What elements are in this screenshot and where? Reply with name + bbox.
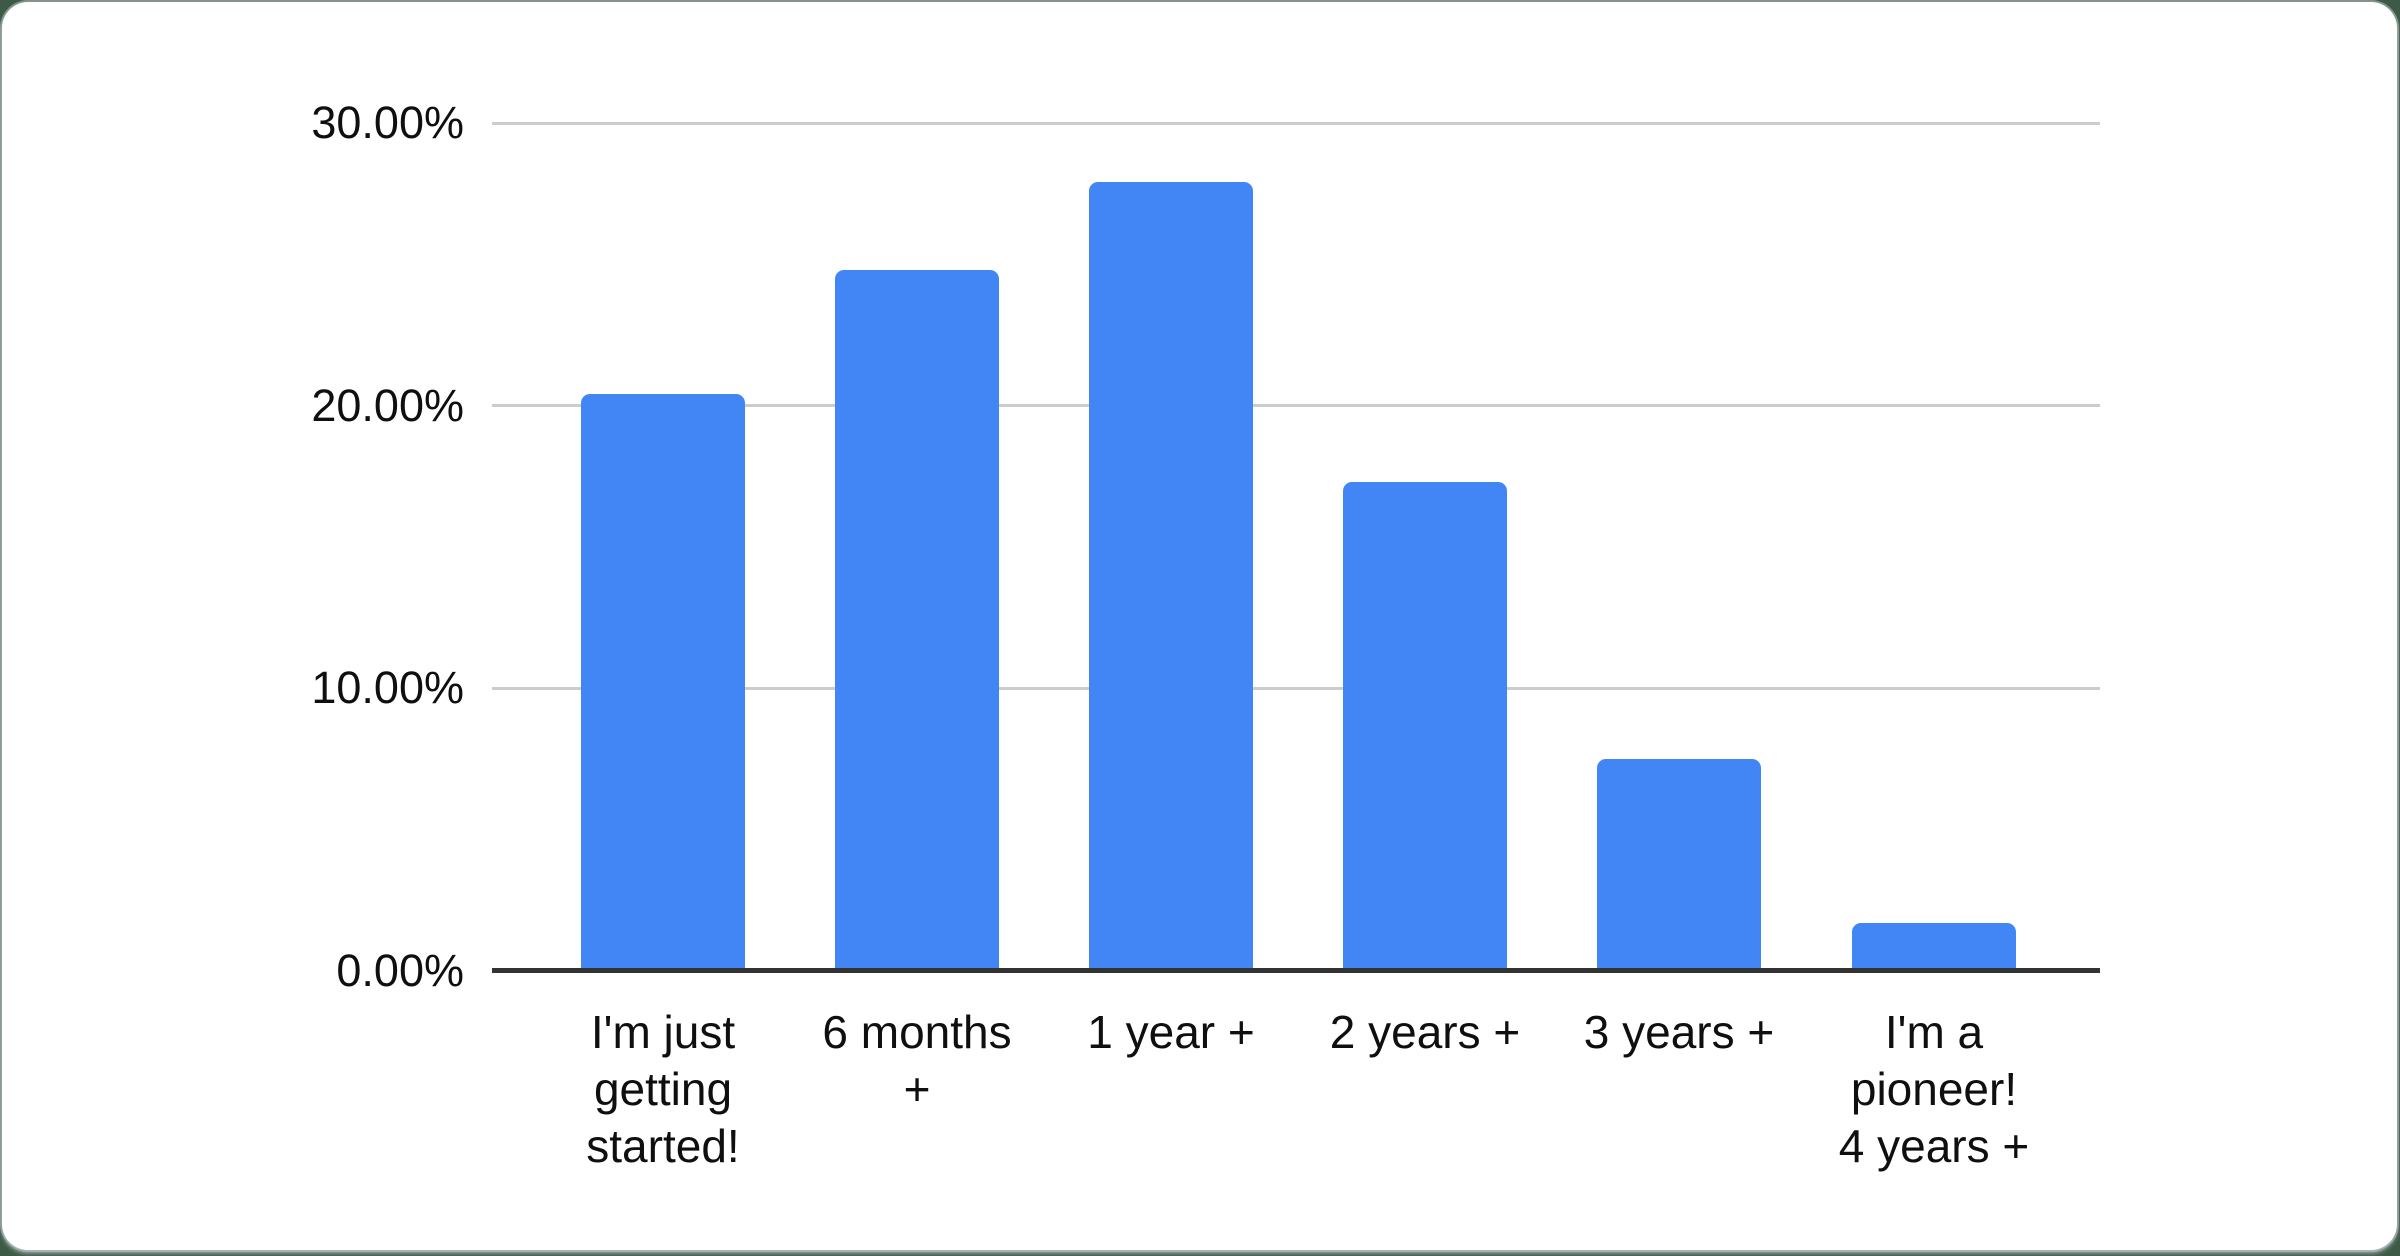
gridline [492,404,2100,408]
x-axis-category-label: 1 year + [1087,1006,1255,1058]
y-axis-tick-label: 20.00% [311,379,464,431]
bar [1852,922,2016,971]
gridline [492,121,2100,125]
bar [1597,759,1761,971]
y-axis-tick-label: 0.00% [336,945,464,996]
gridline [492,686,2100,690]
y-axis-tick-label: 10.00% [311,662,464,714]
bar [581,394,745,971]
x-axis-category-label: I'm just getting started! [586,1006,740,1172]
bar [1343,482,1507,971]
plot-area [492,121,2100,973]
y-axis-tick-label: 30.00% [311,97,464,148]
bar [835,270,999,971]
x-axis-baseline [492,968,2100,973]
x-axis-category-label: 3 years + [1583,1006,1775,1058]
x-axis-category-label: 6 months + [822,1006,1012,1115]
bar [1089,182,1253,971]
x-axis-category-label: I'm a pioneer! 4 years + [1838,1006,2030,1172]
x-axis-category-label: 2 years + [1329,1006,1521,1058]
